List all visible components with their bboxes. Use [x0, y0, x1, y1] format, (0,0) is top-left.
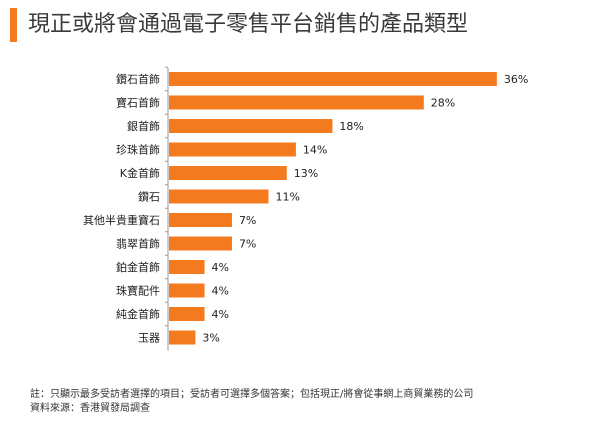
category-label: 純金首飾 — [116, 307, 160, 321]
category-label: 玉器 — [138, 332, 160, 345]
category-label: 翡翠首飾 — [116, 237, 160, 251]
value-label: 13% — [294, 167, 318, 180]
bar-chart: 鑽石首飾 36% 寶石首飾 28% 銀首飾 18% 珍珠首飾 14% K金首飾 13% 鑽石 11% 其… — [0, 60, 600, 360]
value-label: 7% — [239, 238, 256, 251]
value-label: 11% — [275, 191, 299, 204]
bar — [169, 189, 269, 204]
category-label: 珍珠首飾 — [116, 143, 160, 157]
value-label: 4% — [212, 308, 229, 321]
value-label: 14% — [303, 144, 327, 157]
value-label: 4% — [212, 261, 229, 274]
bar — [169, 72, 497, 86]
title-accent-bar — [10, 8, 17, 42]
value-label: 36% — [504, 73, 528, 86]
category-label: 銀首飾 — [127, 119, 160, 133]
category-label: 寶石首飾 — [116, 96, 160, 110]
footnote-source: 資料來源：香港貿發局調查 — [30, 403, 150, 414]
value-label: 18% — [339, 120, 363, 133]
bar — [169, 166, 287, 180]
bar — [169, 330, 196, 345]
category-label: K金首飾 — [120, 166, 160, 180]
value-label: 4% — [212, 285, 229, 298]
category-label: 鉑金首飾 — [116, 260, 160, 274]
value-label: 28% — [431, 97, 455, 110]
category-label: 其他半貴重寶石 — [83, 213, 160, 227]
value-label: 7% — [239, 214, 256, 227]
footnote-note: 註：只顯示最多受訪者選擇的項目；受訪者可選擇多個答案；包括現正/將會從事網上商貿… — [30, 389, 474, 400]
category-label: 珠寶配件 — [116, 284, 160, 298]
category-label: 鑽石首飾 — [116, 72, 160, 86]
value-label: 3% — [202, 332, 219, 345]
bar — [169, 307, 205, 321]
bar — [169, 283, 205, 298]
bar — [169, 260, 205, 274]
bar — [169, 213, 232, 227]
chart-title: 現正或將會通過電子零售平台銷售的產品類型 — [28, 12, 469, 37]
category-label: 鑽石 — [138, 190, 160, 204]
footnotes: 註：只顯示最多受訪者選擇的項目；受訪者可選擇多個答案；包括現正/將會從事網上商貿… — [30, 388, 590, 416]
bar — [169, 95, 424, 110]
bar — [169, 236, 232, 251]
bar — [169, 119, 333, 133]
bar-chart-svg: 鑽石首飾 36% 寶石首飾 28% 銀首飾 18% 珍珠首飾 14% K金首飾 13% 鑽石 11% 其… — [83, 66, 528, 351]
bar — [169, 142, 296, 157]
